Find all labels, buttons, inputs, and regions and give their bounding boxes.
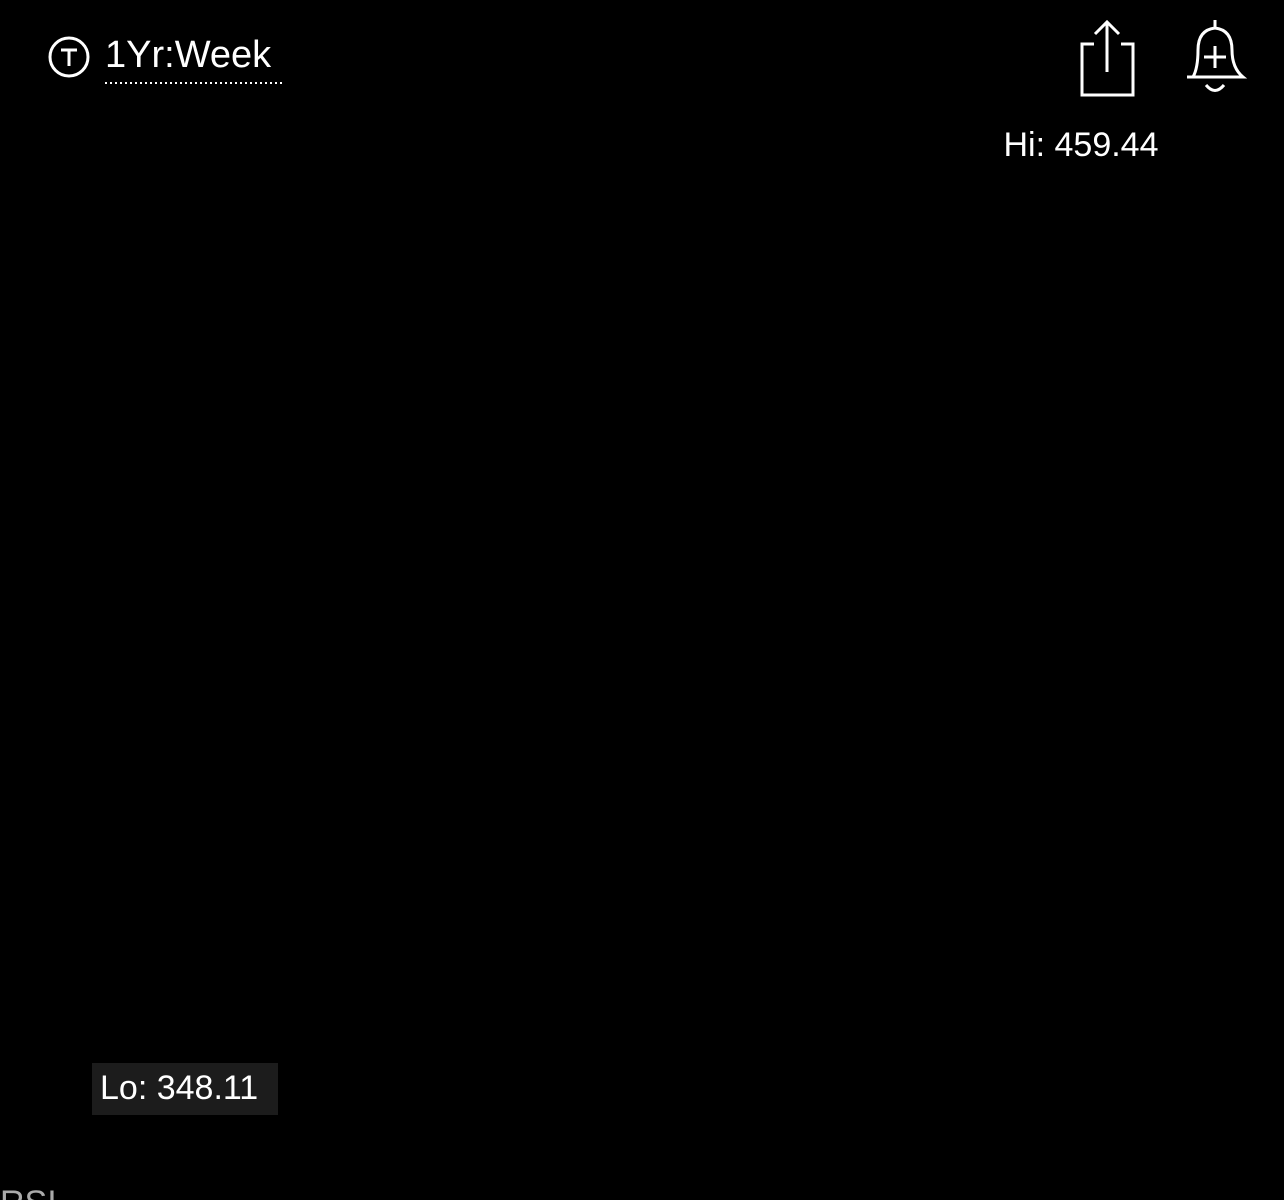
indicator-label: RSI bbox=[0, 1184, 57, 1200]
timeframe-label: 1Yr:Week bbox=[105, 34, 272, 76]
alert-icon bbox=[1187, 20, 1248, 92]
share-icon-arrow bbox=[1093, 19, 1121, 72]
hi-label: Hi: 459.44 bbox=[1004, 126, 1159, 164]
alert-button[interactable] bbox=[1187, 20, 1248, 92]
lo-label-box bbox=[92, 1063, 278, 1115]
timeframe-button[interactable]: 1Yr:Week bbox=[48, 34, 282, 84]
timeframe-icon bbox=[48, 36, 90, 78]
timeframe-icon-glyph bbox=[61, 48, 77, 66]
share-icon-box bbox=[1080, 42, 1135, 97]
share-button[interactable] bbox=[1080, 19, 1135, 97]
alert-icon-plus bbox=[1204, 46, 1226, 68]
lo-label: Lo: 348.11 bbox=[100, 1069, 258, 1107]
